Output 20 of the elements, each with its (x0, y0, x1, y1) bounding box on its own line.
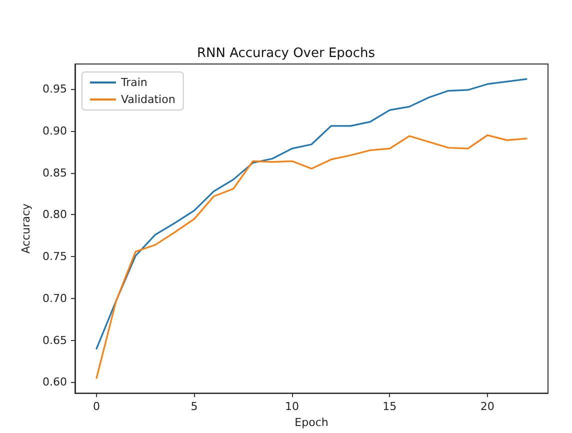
x-tick-label: 15 (382, 400, 397, 414)
y-tick-label: 0.80 (42, 208, 67, 222)
y-tick-label: 0.90 (42, 124, 67, 138)
y-tick-label: 0.60 (42, 376, 67, 389)
legend-label: Validation (121, 93, 176, 106)
y-tick-label: 0.75 (42, 250, 67, 264)
x-axis-title: Epoch (294, 416, 328, 429)
y-tick-label: 0.65 (42, 334, 67, 347)
x-tick-label: 5 (190, 400, 198, 414)
chart-title: RNN Accuracy Over Epochs (196, 46, 376, 61)
legend-label: Train (120, 76, 148, 89)
x-tick-label: 0 (93, 400, 100, 414)
y-tick-label: 0.95 (42, 82, 67, 96)
y-tick-label: 0.70 (42, 292, 67, 305)
y-tick-label: 0.85 (42, 166, 67, 180)
line-series (96, 134, 528, 379)
x-tick-label: 20 (480, 400, 494, 414)
y-axis-title: Accuracy (20, 202, 33, 254)
x-tick-label: 10 (284, 400, 299, 414)
line-series (96, 78, 528, 350)
